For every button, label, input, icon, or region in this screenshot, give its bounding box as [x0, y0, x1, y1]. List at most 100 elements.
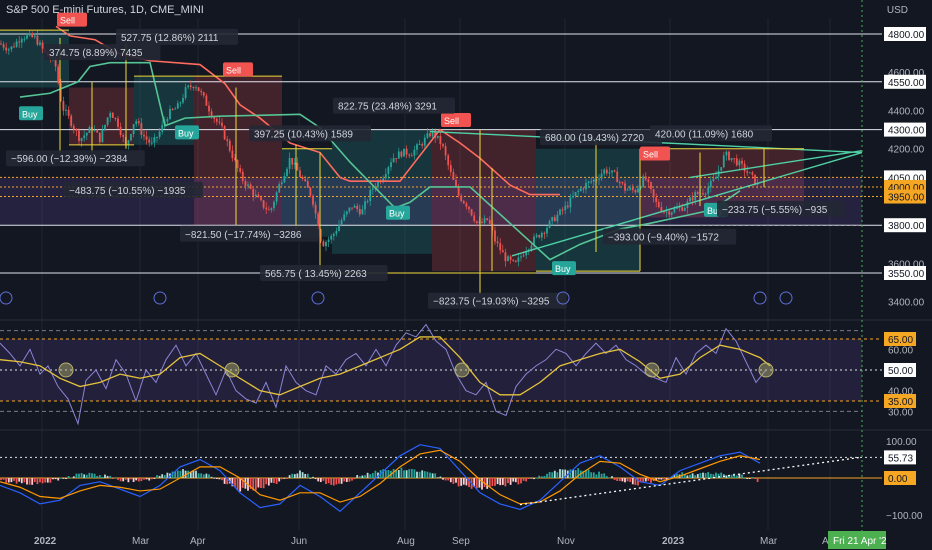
candle-body: [72, 125, 75, 130]
candle-body: [631, 187, 634, 191]
macd-histogram-bar: [585, 470, 587, 478]
macd-histogram-bar: [221, 478, 223, 481]
macd-histogram-bar: [751, 477, 754, 479]
candle-body: [483, 218, 486, 223]
candle-body: [520, 256, 522, 258]
candle-body: [312, 195, 314, 205]
macd-histogram-bar: [444, 478, 447, 481]
candle-body: [603, 169, 606, 174]
macd-histogram-bar: [286, 478, 288, 479]
macd-histogram-bar: [410, 468, 413, 478]
candle-body: [67, 109, 70, 116]
measure-label-box: [44, 44, 161, 61]
rsi-cross-marker: [644, 362, 660, 378]
measure-label-box: [6, 150, 145, 167]
candle-body: [223, 126, 226, 140]
macd-histogram-bar: [455, 478, 457, 483]
macd-histogram-bar: [143, 478, 145, 480]
rsi-axis-label: 35.00: [888, 397, 913, 408]
rsi-cross-marker: [758, 362, 774, 378]
macd-histogram-bar: [361, 475, 364, 478]
macd-histogram-bar: [538, 475, 541, 478]
macd-histogram-bar: [592, 472, 595, 478]
candle-body: [270, 208, 273, 210]
macd-histogram-bar: [639, 478, 642, 483]
candle-body: [348, 207, 351, 212]
candle-body: [228, 140, 231, 151]
macd-histogram-bar: [278, 478, 281, 482]
candle-body: [361, 209, 364, 215]
macd-histogram-bar: [657, 478, 660, 480]
candle-body: [733, 158, 736, 160]
candle-body: [169, 109, 171, 120]
candle-body: [390, 162, 392, 168]
macd-histogram-bar: [507, 478, 509, 484]
macd-histogram-bar: [499, 478, 502, 486]
measure-label-box: [333, 97, 455, 114]
candle-body: [200, 91, 203, 93]
macd-histogram-bar: [540, 476, 543, 478]
candle-body: [553, 217, 556, 222]
macd-histogram-bar: [611, 476, 613, 478]
macd-histogram-bar: [317, 478, 320, 482]
candle-body: [41, 42, 44, 49]
rsi-cross-marker: [58, 362, 74, 378]
candle-body: [668, 211, 671, 215]
macd-histogram-bar: [452, 478, 455, 484]
macd-histogram-bar: [704, 473, 707, 478]
candle-body: [366, 201, 369, 203]
candle-body: [538, 235, 541, 238]
candle-body: [59, 83, 62, 102]
macd-histogram-bar: [512, 478, 515, 482]
candle-body: [80, 138, 83, 142]
candle-body: [444, 146, 447, 156]
macd-histogram-bar: [127, 478, 130, 483]
candle-body: [707, 187, 710, 194]
macd-histogram-bar: [218, 478, 221, 480]
candle-body: [5, 47, 8, 51]
candle-body: [486, 218, 489, 221]
candle-body: [327, 239, 330, 242]
macd-histogram-bar: [93, 473, 96, 478]
macd-histogram-bar: [62, 477, 65, 479]
measure-label: 565.75 ( 13.45%) 2263: [265, 269, 367, 280]
measure-label-box: [717, 200, 845, 217]
measure-label-box: [650, 125, 772, 142]
candle-body: [533, 236, 535, 246]
candle-body: [395, 158, 398, 160]
macd-histogram-bar: [364, 475, 366, 478]
candle-body: [278, 184, 281, 193]
candle-body: [23, 38, 26, 40]
candle-body: [637, 188, 639, 193]
candle-body: [754, 174, 756, 185]
candle-body: [569, 197, 572, 208]
candle-body: [101, 129, 104, 143]
macd-histogram-bar: [197, 473, 200, 478]
candle-body: [166, 119, 169, 122]
candle-body: [111, 112, 114, 118]
candle-body: [657, 202, 660, 208]
macd-histogram-bar: [712, 474, 715, 478]
candle-body: [254, 194, 257, 196]
candle-body: [36, 35, 39, 45]
candle-body: [197, 87, 200, 92]
macd-histogram-bar: [574, 469, 577, 478]
candle-body: [382, 178, 385, 183]
candle-body: [501, 250, 504, 253]
candle-body: [423, 137, 426, 146]
macd-histogram-bar: [356, 475, 359, 478]
candle-body: [106, 117, 109, 125]
candle-body: [156, 136, 158, 138]
candle-body: [397, 151, 400, 159]
candle-body: [189, 85, 192, 88]
candle-body: [522, 255, 525, 257]
candle-body: [405, 148, 408, 155]
macd-histogram-bar: [616, 478, 619, 481]
candle-body: [280, 182, 283, 185]
macd-histogram-bar: [33, 478, 36, 483]
time-axis-label: Jun: [291, 536, 307, 547]
candle-body: [176, 103, 179, 109]
macd-line: [0, 444, 761, 513]
measure-label: 374.75 (8.89%) 7435: [49, 48, 143, 59]
